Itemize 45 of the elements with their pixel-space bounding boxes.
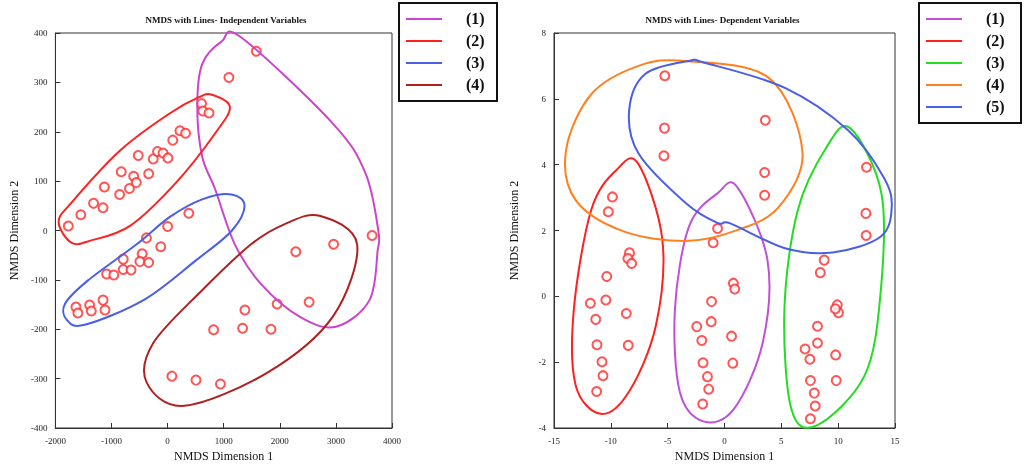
text: (2) [466, 32, 485, 50]
x-tick-label: 5 [779, 435, 785, 446]
y-tick-label: 400 [33, 28, 48, 38]
y-tick-label: -4 [538, 423, 547, 433]
y-tick-label: 0 [42, 225, 48, 236]
x-tick-label: 3000 [326, 435, 346, 446]
text: (1) [466, 10, 485, 28]
x-axis-title: NMDS Dimension 1 [174, 449, 274, 463]
y-tick-label: 4 [541, 159, 547, 170]
y-tick-label: 200 [33, 126, 48, 137]
x-tick-label: -2000 [44, 435, 67, 446]
text: (3) [466, 54, 485, 72]
text: (4) [986, 76, 1005, 94]
y-tick-label: -200 [30, 324, 48, 335]
y-tick-label: -100 [30, 274, 48, 285]
y-tick-label: 2 [541, 225, 546, 236]
y-tick-label: 300 [33, 77, 48, 88]
y-tick-label: 100 [33, 176, 48, 187]
y-tick-label: 6 [541, 93, 547, 104]
x-tick-label: -10 [604, 435, 618, 446]
text: (5) [986, 98, 1005, 116]
y-tick-label: -400 [30, 423, 48, 433]
x-tick-label: 1000 [214, 435, 234, 446]
chart-title: NMDS with Lines- Dependent Variables [645, 14, 800, 25]
x-tick-label: -1000 [101, 435, 123, 446]
x-axis-title: NMDS Dimension 1 [674, 449, 775, 463]
x-tick-label: 15 [890, 435, 900, 446]
x-tick-label: -5 [663, 435, 672, 446]
x-tick-label: 10 [833, 435, 844, 446]
chart-title: NMDS with Lines- Independent Variables [145, 14, 308, 25]
text: (4) [466, 76, 485, 94]
x-tick-label: 4000 [383, 435, 402, 446]
text: (1) [986, 10, 1005, 28]
y-axis-title: NMDS Dimension 2 [7, 180, 21, 281]
x-tick-label: 0 [165, 435, 171, 446]
y-axis-title: NMDS Dimension 2 [507, 180, 521, 281]
x-tick-label: -15 [548, 435, 561, 446]
y-tick-label: -2 [538, 357, 546, 368]
y-tick-label: -300 [30, 373, 48, 384]
y-tick-label: 8 [541, 28, 547, 38]
text: (2) [986, 32, 1005, 50]
x-tick-label: 0 [722, 435, 728, 446]
x-tick-label: 2000 [270, 435, 290, 446]
y-tick-label: 0 [541, 291, 547, 302]
text: (3) [986, 54, 1005, 72]
